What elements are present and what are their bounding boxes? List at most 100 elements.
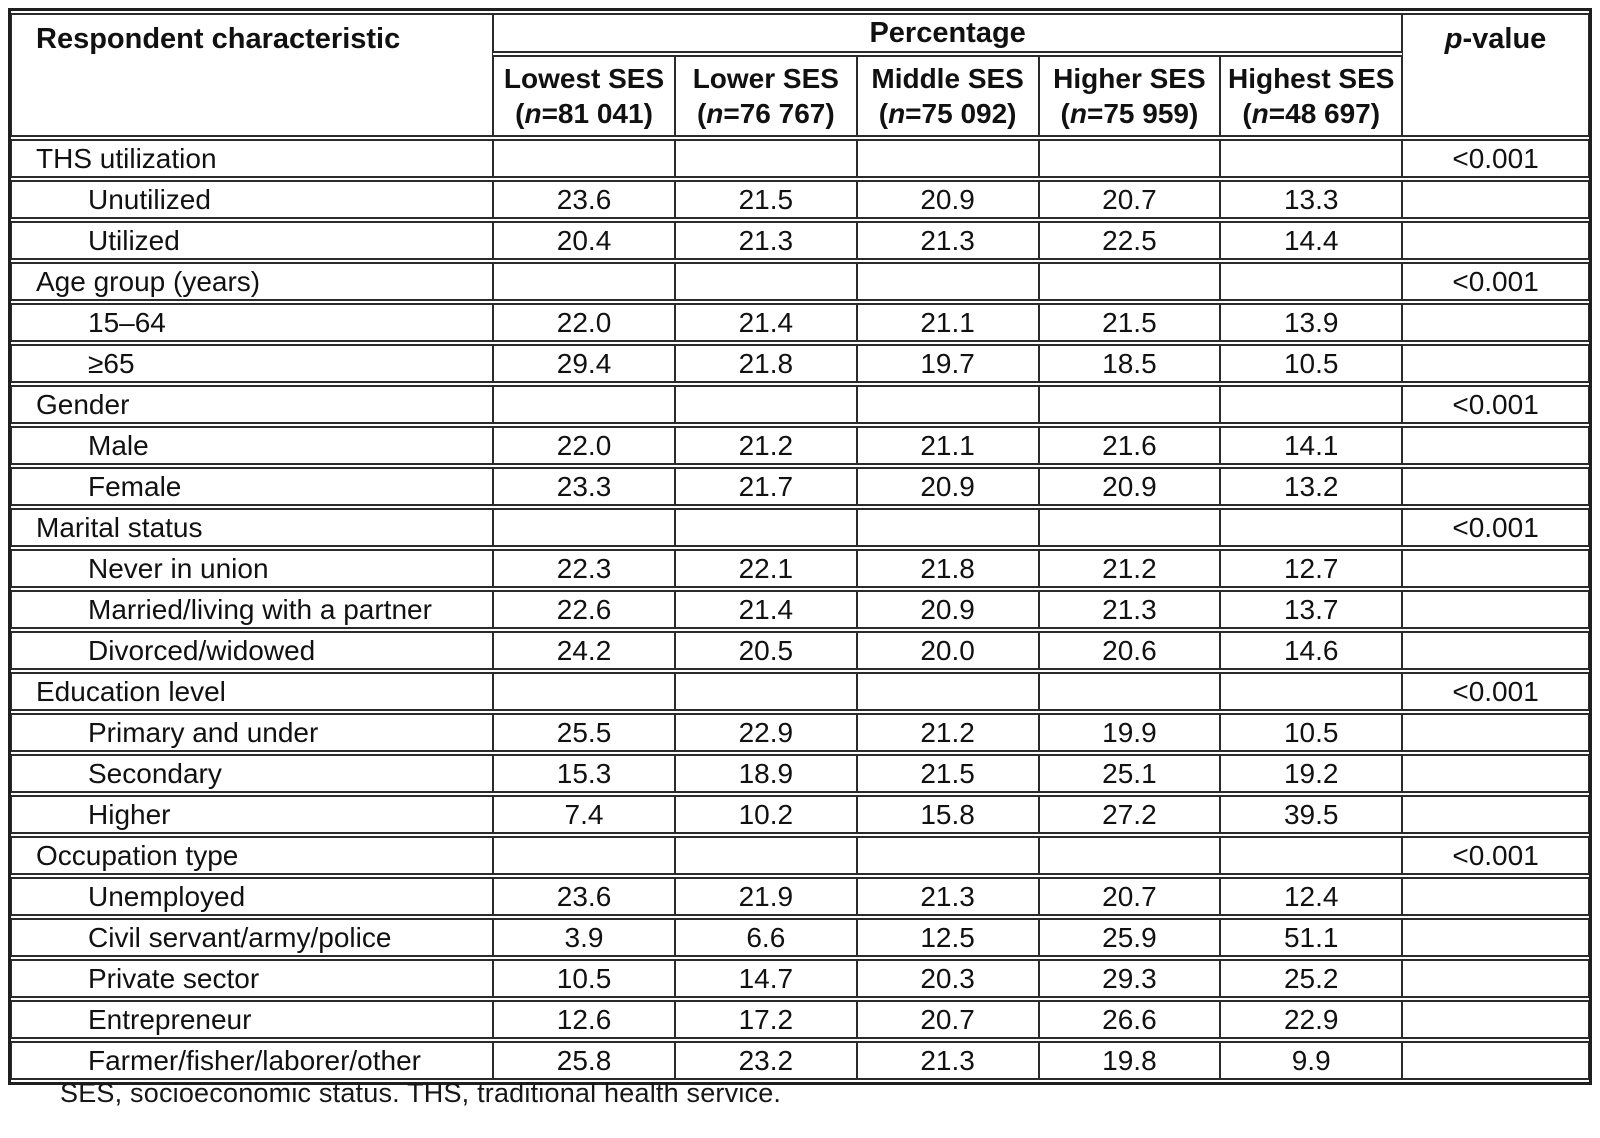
pvalue-cell: [1402, 754, 1589, 794]
value-cell: 21.2: [1038, 549, 1221, 589]
value-cell: 21.1: [856, 426, 1039, 466]
row-label-sub: Private sector: [11, 959, 494, 999]
table-row: Primary and under 25.5 22.9 21.2 19.9 10.5: [11, 713, 1589, 753]
value-cell: 21.3: [856, 1041, 1039, 1081]
value-cell: [674, 385, 857, 425]
value-cell: 21.3: [856, 877, 1039, 917]
pvalue-cell: [1402, 918, 1589, 958]
value-cell: 20.9: [856, 467, 1039, 507]
row-label-sub: Female: [11, 467, 494, 507]
pvalue-cell: [1402, 590, 1589, 630]
column-header-p-value: p-value: [1402, 13, 1589, 138]
table-header: Respondent characteristic Percentage p-v…: [11, 13, 1589, 138]
value-cell: 51.1: [1220, 918, 1403, 958]
table-row: ≥65 29.4 21.8 19.7 18.5 10.5: [11, 344, 1589, 384]
value-cell: [1220, 385, 1403, 425]
pvalue-cell: [1402, 795, 1589, 835]
value-cell: 22.0: [493, 426, 675, 466]
row-label-sub: Farmer/fisher/laborer/other: [11, 1041, 494, 1081]
value-cell: [674, 508, 857, 548]
value-cell: 14.7: [674, 959, 857, 999]
row-label-sub: Unemployed: [11, 877, 494, 917]
value-cell: [856, 508, 1039, 548]
value-cell: 21.5: [856, 754, 1039, 794]
value-cell: 14.4: [1220, 221, 1403, 261]
pvalue-cell: <0.001: [1402, 139, 1589, 179]
value-cell: 20.7: [1038, 180, 1221, 220]
row-label-category: THS utilization: [11, 139, 494, 179]
value-cell: 20.4: [493, 221, 675, 261]
value-cell: 21.6: [1038, 426, 1221, 466]
value-cell: 15.3: [493, 754, 675, 794]
value-cell: 15.8: [856, 795, 1039, 835]
value-cell: 21.9: [674, 877, 857, 917]
row-label-sub: 15–64: [11, 303, 494, 343]
table-row: Gender <0.001: [11, 385, 1589, 425]
table-row: Unutilized 23.6 21.5 20.9 20.7 13.3: [11, 180, 1589, 220]
value-cell: [1038, 836, 1221, 876]
value-cell: 21.2: [856, 713, 1039, 753]
column-header-middle-ses: Middle SES (n=75 092): [856, 55, 1039, 138]
table-row: Divorced/widowed 24.2 20.5 20.0 20.6 14.6: [11, 631, 1589, 671]
value-cell: 29.4: [493, 344, 675, 384]
value-cell: 21.5: [1038, 303, 1221, 343]
column-header-percentage: Percentage: [493, 13, 1403, 54]
value-cell: 26.6: [1038, 1000, 1221, 1040]
pvalue-cell: [1402, 1041, 1589, 1081]
column-header-respondent-characteristic: Respondent characteristic: [11, 13, 494, 138]
pvalue-cell: [1402, 549, 1589, 589]
value-cell: 20.5: [674, 631, 857, 671]
pvalue-cell: [1402, 959, 1589, 999]
table-row: Marital status <0.001: [11, 508, 1589, 548]
ses-n-count: (n=75 092): [878, 98, 1017, 130]
value-cell: [674, 672, 857, 712]
table-row: Occupation type <0.001: [11, 836, 1589, 876]
table-row: Entrepreneur 12.6 17.2 20.7 26.6 22.9: [11, 1000, 1589, 1040]
table-row: Private sector 10.5 14.7 20.3 29.3 25.2: [11, 959, 1589, 999]
value-cell: 25.1: [1038, 754, 1221, 794]
value-cell: [1038, 262, 1221, 302]
value-cell: 6.6: [674, 918, 857, 958]
value-cell: 21.4: [674, 303, 857, 343]
pvalue-cell: [1402, 713, 1589, 753]
value-cell: [1038, 139, 1221, 179]
column-header-lowest-ses: Lowest SES (n=81 041): [493, 55, 675, 138]
value-cell: [674, 139, 857, 179]
value-cell: [1220, 262, 1403, 302]
value-cell: 23.3: [493, 467, 675, 507]
value-cell: 12.7: [1220, 549, 1403, 589]
value-cell: 21.1: [856, 303, 1039, 343]
value-cell: 22.1: [674, 549, 857, 589]
value-cell: 21.8: [674, 344, 857, 384]
table-row: Unemployed 23.6 21.9 21.3 20.7 12.4: [11, 877, 1589, 917]
pvalue-cell: <0.001: [1402, 262, 1589, 302]
value-cell: 23.2: [674, 1041, 857, 1081]
table-row: Age group (years) <0.001: [11, 262, 1589, 302]
table-row: Utilized 20.4 21.3 21.3 22.5 14.4: [11, 221, 1589, 261]
value-cell: 18.9: [674, 754, 857, 794]
value-cell: 13.7: [1220, 590, 1403, 630]
row-label-category: Age group (years): [11, 262, 494, 302]
value-cell: 21.5: [674, 180, 857, 220]
row-label-sub: Male: [11, 426, 494, 466]
value-cell: 19.2: [1220, 754, 1403, 794]
pvalue-cell: <0.001: [1402, 836, 1589, 876]
value-cell: [1220, 672, 1403, 712]
value-cell: 12.4: [1220, 877, 1403, 917]
ses-percentage-table: Respondent characteristic Percentage p-v…: [8, 8, 1592, 1086]
value-cell: 27.2: [1038, 795, 1221, 835]
value-cell: [1038, 508, 1221, 548]
value-cell: 21.3: [1038, 590, 1221, 630]
value-cell: 22.9: [674, 713, 857, 753]
pvalue-cell: <0.001: [1402, 385, 1589, 425]
value-cell: 21.4: [674, 590, 857, 630]
table-row: 15–64 22.0 21.4 21.1 21.5 13.9: [11, 303, 1589, 343]
ses-n-count: (n=75 959): [1060, 98, 1199, 130]
value-cell: [674, 262, 857, 302]
table-row: Married/living with a partner 22.6 21.4 20.…: [11, 590, 1589, 630]
ses-name: Lowest SES: [503, 63, 665, 95]
value-cell: 21.2: [674, 426, 857, 466]
pvalue-cell: [1402, 303, 1589, 343]
value-cell: [493, 262, 675, 302]
